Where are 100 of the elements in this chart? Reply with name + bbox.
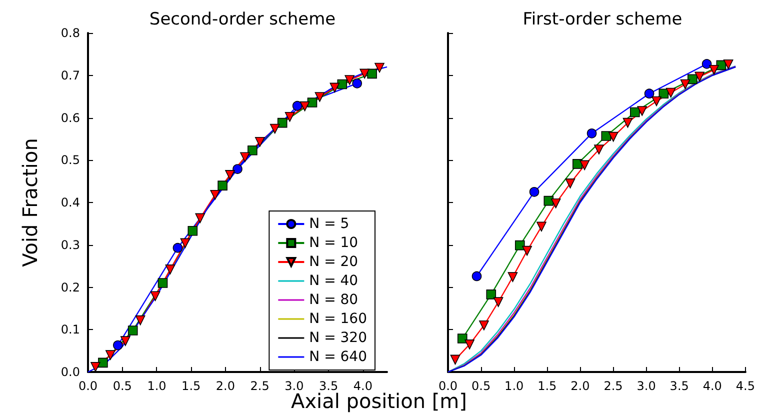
point [367,68,377,79]
point [723,59,734,70]
x-tick-label: 4.5 [736,379,756,393]
y-axis-title: Void Fraction [18,138,42,267]
point [694,72,704,82]
point [232,164,242,174]
y-tick-label: 0.6 [60,110,80,125]
point [172,242,183,253]
point [644,88,654,98]
point [240,152,250,162]
x-tick-label: 1.5 [182,379,201,393]
point [330,82,340,93]
x-tick-label: 0.5 [112,379,132,393]
point [544,196,554,206]
point [622,118,633,128]
x-tick-label: 1.0 [147,379,166,393]
point [300,101,310,112]
x-tick-label: 4.0 [702,379,722,393]
y-tick-label: 0.3 [60,238,80,252]
point [529,187,540,197]
point [180,238,190,248]
x-tick-label: 3.5 [670,379,689,393]
legend-label: N = 40 [309,273,358,289]
point [195,213,206,224]
point [479,320,489,330]
point [472,271,482,282]
point [666,88,676,98]
x-tick-label: 2.0 [570,379,590,393]
point [113,340,123,350]
point [307,98,318,108]
point [601,131,612,141]
legend-label: N = 10 [309,235,358,251]
point [90,362,100,372]
chart-title: First-order scheme [522,10,682,30]
point [709,64,719,75]
x-tick-label: 1.0 [504,379,524,393]
point [514,240,525,250]
x-tick-label: 3.0 [636,379,656,393]
y-tick-label: 0.5 [60,153,80,168]
point [106,350,116,360]
x-tick-label: 2.5 [604,379,623,393]
x-tick-label: 1.5 [538,379,557,393]
y-tick-label: 0.0 [60,365,80,379]
point [270,124,280,134]
point [150,291,160,302]
x-tick-label: 2.5 [250,379,270,393]
point [493,297,504,307]
x-tick-label: 0.0 [78,379,98,393]
point [158,278,168,288]
point [594,144,604,154]
point [522,246,532,256]
point [637,106,647,116]
point [277,118,288,128]
point [450,354,460,365]
point [284,112,295,122]
point [374,62,384,73]
point [292,100,302,111]
legend-label: N = 160 [309,311,368,327]
point [565,178,576,188]
y-tick-label: 0.2 [60,280,80,294]
y-tick-label: 0.4 [60,196,80,210]
point [135,315,146,326]
x-tick-label: 2.0 [216,379,236,393]
point [652,96,662,106]
legend-label: N = 20 [309,254,358,270]
y-tick-label: 0.1 [60,322,80,337]
point [550,198,561,208]
y-tick-label: 0.8 [60,26,80,40]
legend-label: N = 320 [309,330,368,346]
chart-title: Second-order scheme [149,10,336,30]
point [486,290,496,300]
legend-label: N = 80 [309,292,358,308]
point [352,78,362,88]
point [210,190,220,200]
point [464,340,474,350]
point [586,128,597,138]
point [630,107,640,118]
point [608,132,618,142]
point [344,75,355,85]
point [218,180,228,190]
legend-label: N = 640 [309,349,368,365]
y-tick-label: 0.7 [60,68,80,82]
point [314,92,325,102]
point [572,159,582,169]
point [702,59,712,69]
legend-label: N = 5 [309,216,350,232]
point [128,326,138,336]
point [120,336,130,346]
point [225,170,235,180]
point [680,79,690,90]
point [188,226,198,236]
point [165,264,176,274]
point [580,160,590,170]
point [508,272,518,282]
point [337,79,348,90]
point [248,145,258,156]
point [536,222,546,232]
x-tick-label: 0.5 [472,379,491,393]
point [255,137,265,147]
point [360,68,370,79]
